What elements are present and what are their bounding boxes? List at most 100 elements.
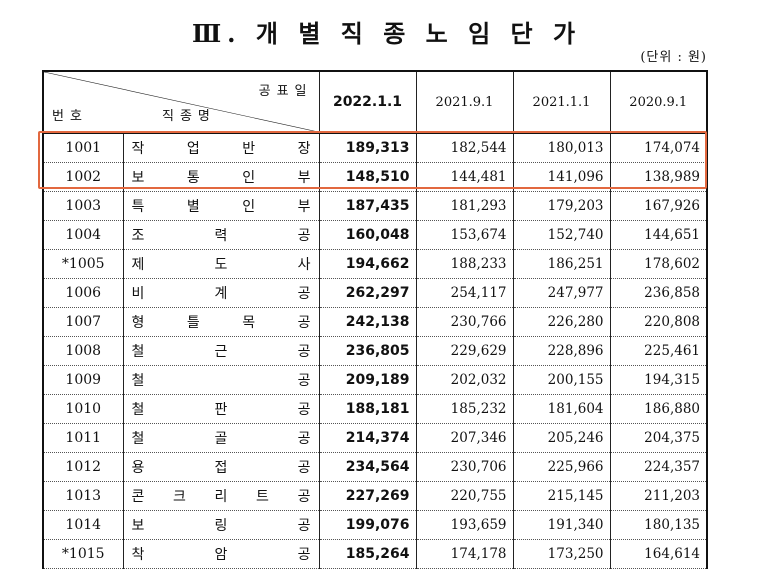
job-number: 1012: [42, 452, 124, 482]
job-name-char: 계: [214, 286, 228, 302]
job-name-char: 보: [131, 518, 145, 534]
wage-value: 189,313: [318, 133, 417, 163]
wage-value: 144,481: [415, 162, 514, 192]
table-row: 1007 형 틀 목 공 242,138 230,766 226,280 220,808: [42, 307, 708, 337]
job-name-char: 부: [297, 199, 311, 215]
job-name-char: 철: [131, 344, 145, 360]
wage-value: 205,246: [512, 423, 611, 453]
job-number: 1007: [42, 307, 124, 337]
job-name-char: 공: [297, 460, 311, 476]
job-name-char: 크: [173, 489, 186, 505]
diagonal-header-cell: 공표일 번호 직종명: [42, 70, 320, 134]
job-name-char: 접: [214, 460, 228, 476]
wage-value: 225,461: [609, 336, 708, 366]
wage-value: 188,233: [415, 249, 514, 279]
table-row: 1009 철 공 209,189 202,032 200,155 194,315: [42, 365, 708, 395]
wage-value: 199,076: [318, 510, 417, 540]
wage-value: 236,805: [318, 336, 417, 366]
wage-value: 187,435: [318, 191, 417, 221]
table-row: 1004 조 력 공 160,048 153,674 152,740 144,651: [42, 220, 708, 250]
job-number: 1002: [42, 162, 124, 192]
wage-value: 204,375: [609, 423, 708, 453]
wage-value: 141,096: [512, 162, 611, 192]
job-name-char: 철: [131, 431, 145, 447]
wage-value: 153,674: [415, 220, 514, 250]
job-number: 1003: [42, 191, 124, 221]
wage-value: 174,074: [609, 133, 708, 163]
table-row: 1011 철 골 공 214,374 207,346 205,246 204,375: [42, 423, 708, 453]
wage-value: 229,629: [415, 336, 514, 366]
wage-value: 236,858: [609, 278, 708, 308]
job-name-char: 업: [186, 141, 200, 157]
wage-value: 180,135: [609, 510, 708, 540]
job-name-char: 공: [297, 402, 311, 418]
wage-value: 193,659: [415, 510, 514, 540]
wage-value: 180,013: [512, 133, 611, 163]
diagonal-line: [44, 72, 319, 132]
table-row: 1013 콘 크 리 트 공 227,269 220,755 215,145 211,203: [42, 481, 708, 511]
job-name-char: 착: [131, 547, 145, 563]
job-name-char: 공: [297, 228, 311, 244]
wage-value: 181,293: [415, 191, 514, 221]
job-name-char: 공: [297, 344, 311, 360]
number-label: 번호: [52, 109, 88, 124]
job-name-char: 링: [214, 518, 228, 534]
wage-value: 152,740: [512, 220, 611, 250]
date-header: 2021.9.1: [415, 70, 514, 134]
table-row: 1012 용 접 공 234,564 230,706 225,966 224,357: [42, 452, 708, 482]
job-name-char: 별: [186, 199, 200, 215]
wage-value: 179,203: [512, 191, 611, 221]
table-row: 1010 철 판 공 188,181 185,232 181,604 186,880: [42, 394, 708, 424]
wage-value: 194,662: [318, 249, 417, 279]
job-name-char: 공: [297, 518, 311, 534]
job-name-char: 공: [297, 431, 311, 447]
job-name-char: 철: [131, 373, 145, 389]
wage-value: 160,048: [318, 220, 417, 250]
wage-table: 공표일 번호 직종명 2022.1.1 2021.9.1 2021.1.1 20…: [42, 70, 708, 569]
date-header: 2020.9.1: [609, 70, 708, 134]
job-name-char: 조: [131, 228, 145, 244]
table-row: 1014 보 링 공 199,076 193,659 191,340 180,135: [42, 510, 708, 540]
wage-value: 144,651: [609, 220, 708, 250]
table-row: 1001 작 업 반 장 189,313 182,544 180,013 174,074: [42, 133, 708, 163]
job-name-char: 작: [131, 141, 145, 157]
wage-value: 242,138: [318, 307, 417, 337]
wage-value: 224,357: [609, 452, 708, 482]
job-name-char: 공: [297, 489, 311, 505]
announce-date-label: 공표일: [258, 84, 313, 99]
job-name-char: 인: [242, 170, 256, 186]
job-number: 1011: [42, 423, 124, 453]
wage-value: 185,264: [318, 539, 417, 569]
wage-value: 220,808: [609, 307, 708, 337]
wage-value: 254,117: [415, 278, 514, 308]
wage-value: 182,544: [415, 133, 514, 163]
job-name-char: 콘: [131, 489, 145, 505]
table-row: 1002 보 통 인 부 148,510 144,481 141,096 138,989: [42, 162, 708, 192]
wage-value: 230,766: [415, 307, 514, 337]
job-name-char: 공: [297, 286, 311, 302]
job-name-char: 특: [131, 199, 145, 215]
job-name-char: 반: [242, 141, 256, 157]
wage-value: 178,602: [609, 249, 708, 279]
date-header: 2022.1.1: [318, 70, 417, 134]
wage-value: 209,189: [318, 365, 417, 395]
job-name-char: 틀: [186, 315, 200, 331]
job-name-char: 비: [131, 286, 145, 302]
job-name-char: 보: [131, 170, 145, 186]
job-name-char: 판: [214, 402, 228, 418]
table-row: 1003 특 별 인 부 187,435 181,293 179,203 167,926: [42, 191, 708, 221]
job-number: 1004: [42, 220, 124, 250]
wage-value: 234,564: [318, 452, 417, 482]
wage-value: 214,374: [318, 423, 417, 453]
job-number: 1008: [42, 336, 124, 366]
job-name-char: 통: [186, 170, 200, 186]
date-header: 2021.1.1: [512, 70, 611, 134]
wage-value: 228,896: [512, 336, 611, 366]
job-name-char: 골: [214, 431, 228, 447]
